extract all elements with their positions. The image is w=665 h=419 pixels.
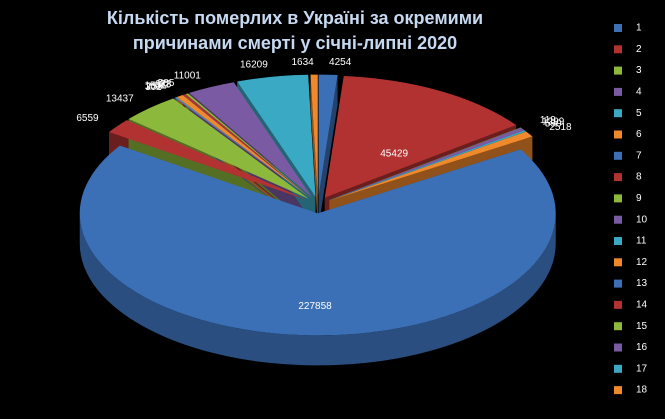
- slice: [182, 94, 311, 198]
- slice: [329, 130, 527, 201]
- data-label: 302: [145, 82, 162, 93]
- legend-swatch: [614, 151, 622, 160]
- legend-label: 2: [636, 44, 642, 55]
- data-label: 585: [158, 78, 175, 89]
- legend-swatch: [614, 173, 622, 182]
- legend-label: 16: [636, 342, 648, 353]
- slice: [185, 93, 311, 198]
- legend-swatch: [614, 45, 622, 54]
- legend-label: 7: [636, 150, 642, 161]
- legend-label: 3: [636, 65, 642, 76]
- data-label: 6559: [76, 113, 99, 124]
- legend-swatch: [614, 343, 622, 352]
- slice: [329, 127, 525, 201]
- slice: [174, 97, 311, 199]
- slice: [109, 120, 307, 200]
- data-label: 45429: [380, 148, 408, 159]
- slice: [79, 145, 556, 336]
- chart-title: Кількість померлих в Україні за окремими…: [106, 8, 484, 53]
- data-label: 590: [545, 119, 562, 130]
- slice-side: [79, 213, 556, 366]
- legend-label: 13: [636, 278, 648, 289]
- legend-label: 8: [636, 172, 642, 183]
- slice: [237, 74, 316, 197]
- data-label: 22: [159, 79, 171, 90]
- legend-label: 12: [636, 257, 648, 268]
- legend-swatch: [614, 258, 622, 267]
- legend-label: 15: [636, 321, 648, 332]
- data-label: 11001: [174, 71, 202, 82]
- legend-label: 4: [636, 87, 642, 98]
- legend-swatch: [614, 194, 622, 203]
- legend-swatch: [614, 279, 622, 288]
- data-label: 4254: [329, 57, 352, 68]
- slice: [128, 98, 309, 199]
- legend-label: 9: [636, 193, 642, 204]
- data-label: 227858: [298, 301, 332, 312]
- slice: [182, 94, 311, 198]
- legend-swatch: [614, 87, 622, 96]
- slice: [176, 95, 311, 198]
- slice-wall: [318, 74, 338, 227]
- legend-swatch: [614, 300, 622, 309]
- legend-swatch: [614, 130, 622, 139]
- slice: [310, 74, 318, 197]
- legend-swatch: [614, 386, 622, 395]
- slice: [318, 74, 338, 197]
- slice: [189, 82, 313, 198]
- data-label: 678: [155, 79, 172, 90]
- legend-swatch: [614, 322, 622, 331]
- slice: [329, 131, 533, 201]
- legend-label: 6: [636, 129, 642, 140]
- data-label: 13437: [106, 94, 134, 105]
- legend-swatch: [614, 237, 622, 245]
- legend-label: 1: [636, 23, 642, 34]
- slice: [175, 97, 311, 199]
- data-label: 119: [540, 115, 556, 126]
- legend-label: 10: [636, 214, 648, 225]
- slice: [329, 127, 521, 201]
- slice: [324, 76, 517, 198]
- data-label: 1634: [292, 57, 315, 68]
- legend-swatch: [614, 364, 622, 373]
- data-label: 259: [146, 82, 163, 93]
- slice-tops: [79, 74, 556, 336]
- legend-label: 18: [636, 385, 648, 396]
- data-label: 2518: [549, 122, 572, 133]
- legend-swatch: [614, 66, 622, 75]
- data-label: 1299: [542, 116, 565, 127]
- legend-label: 14: [636, 300, 648, 311]
- legend-label: 17: [636, 363, 648, 374]
- legend-label: 5: [636, 108, 642, 119]
- legend-label: 11: [636, 236, 647, 247]
- legend-swatch: [614, 109, 622, 118]
- legend-swatch: [614, 215, 622, 224]
- data-label: 1531: [144, 80, 167, 91]
- slice-wall: [310, 74, 318, 227]
- legend-swatch: [614, 24, 622, 32]
- data-label: 16209: [240, 59, 268, 70]
